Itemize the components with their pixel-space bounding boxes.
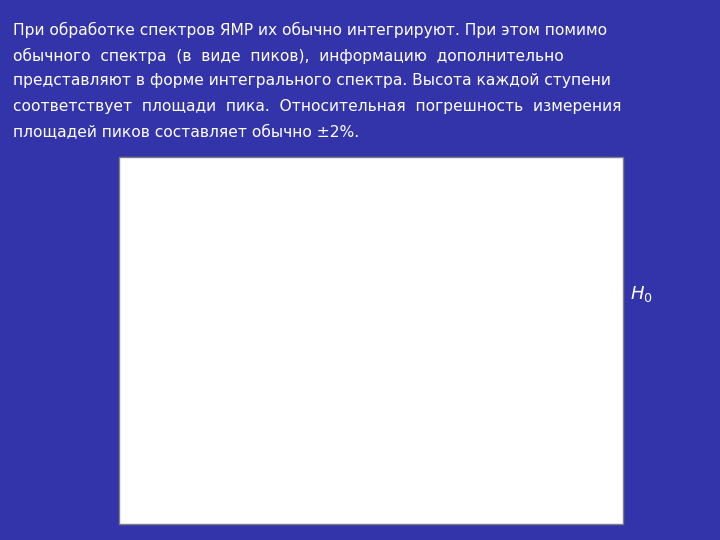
Text: H: H — [176, 213, 186, 226]
Text: H: H — [200, 170, 210, 183]
Text: $H_0$: $H_0$ — [630, 284, 653, 305]
Text: 5: 5 — [169, 451, 178, 464]
Text: 3: 3 — [374, 392, 382, 405]
Text: При обработке спектров ЯМР их обычно интегрируют. При этом помимо: При обработке спектров ЯМР их обычно инт… — [13, 22, 607, 38]
Text: H: H — [463, 215, 472, 228]
Text: площадей пиков составляет обычно ±2%.: площадей пиков составляет обычно ±2%. — [13, 125, 359, 140]
Text: H: H — [469, 191, 479, 204]
Text: H: H — [200, 227, 210, 240]
Text: обычного  спектра  (в  виде  пиков),  информацию  дополнительно: обычного спектра (в виде пиков), информа… — [13, 48, 564, 64]
Text: H: H — [225, 185, 235, 198]
Text: H: H — [225, 213, 235, 226]
Text: H: H — [176, 185, 186, 198]
Text: H: H — [463, 166, 472, 179]
Text: соответствует  площади  пика.  Относительная  погрешность  измерения: соответствует площади пика. Относительна… — [13, 99, 621, 114]
Text: 3: 3 — [444, 315, 453, 328]
Text: C: C — [435, 191, 444, 204]
Text: представляют в форме интегрального спектра. Высота каждой ступени: представляют в форме интегрального спект… — [13, 73, 611, 89]
Text: 5: 5 — [252, 315, 260, 328]
